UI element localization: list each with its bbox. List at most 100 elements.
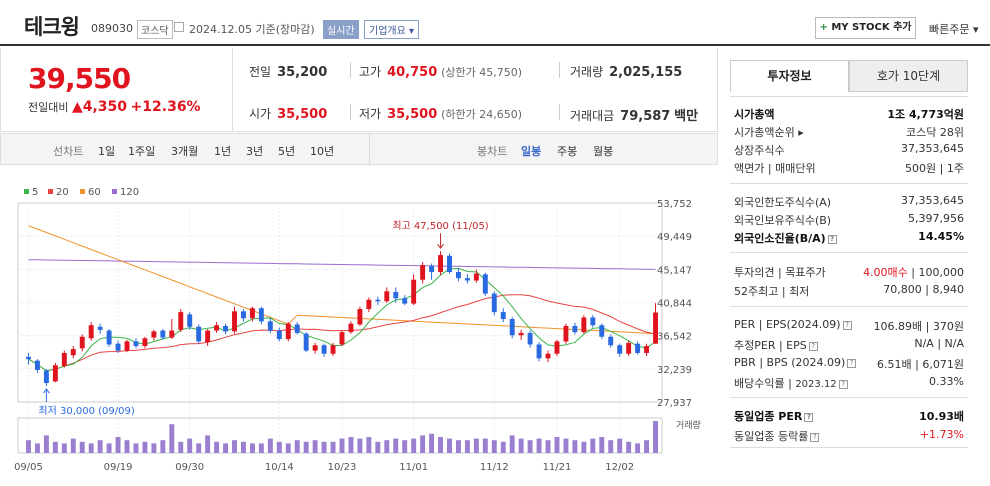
- stat-amount-unit: 백만: [674, 109, 699, 124]
- candle-body: [294, 324, 300, 333]
- legend-ma60: 60: [80, 187, 101, 198]
- chart-toolbar: 선차트 1일 1주일 3개월 1년 3년 5년 10년 봉차트 일봉 주봉 월봉: [0, 133, 718, 166]
- volume-bar: [482, 438, 488, 453]
- row-value: +1.73%: [919, 428, 964, 441]
- volume-bar: [169, 424, 175, 453]
- stat-lower-limit: (하한가 24,650): [441, 108, 523, 121]
- current-price: 39,550: [28, 62, 131, 95]
- candle-body: [429, 265, 435, 273]
- row-par-value: 액면가 | 매매단위 500원 | 1주: [730, 158, 968, 176]
- period-5y[interactable]: 5년: [278, 145, 296, 158]
- volume-bar: [518, 438, 524, 453]
- x-tick-label: 11/12: [480, 462, 509, 473]
- realtime-button[interactable]: 실시간: [323, 20, 359, 39]
- row-value: 70,800 | 8,940: [883, 283, 964, 296]
- candle-body: [411, 279, 417, 304]
- divider: [730, 96, 968, 97]
- candle-body: [608, 336, 614, 346]
- candle-body: [357, 309, 363, 325]
- divider: [730, 306, 968, 307]
- period-daily[interactable]: 일봉: [521, 145, 542, 158]
- candle-body: [169, 330, 175, 338]
- volume-bar: [196, 443, 202, 453]
- period-1y[interactable]: 1년: [214, 145, 232, 158]
- candlestick-chart[interactable]: 53,752 49,449 45,147 40,844 36,542 32,239 27,9…: [0, 0, 718, 486]
- row-market-cap-rank[interactable]: 시가총액순위 ▸ 코스닥 28위: [730, 122, 968, 140]
- volume-bar: [348, 437, 354, 453]
- row-52week: 52주최고 | 최저 70,800 | 8,940: [730, 281, 968, 299]
- help-icon[interactable]: ?: [838, 380, 848, 389]
- period-3m[interactable]: 3개월: [171, 145, 199, 158]
- volume-bar: [500, 441, 506, 453]
- stat-high-label: 고가: [359, 65, 382, 79]
- volume-bar: [178, 441, 184, 453]
- help-icon[interactable]: ?: [827, 235, 837, 244]
- volume-bar: [124, 440, 130, 453]
- help-icon[interactable]: ?: [808, 342, 818, 351]
- stat-amount: 거래대금 79,587 백만: [570, 105, 698, 124]
- candle-body: [214, 325, 220, 331]
- period-1d[interactable]: 1일: [98, 145, 116, 158]
- price-change: 전일대비 ▲4,350 +12.36%: [28, 99, 201, 115]
- row-label: 추정PER | EPS?: [734, 337, 818, 353]
- tab-investment-info[interactable]: 투자정보: [730, 60, 849, 92]
- period-weekly[interactable]: 주봉: [557, 145, 578, 158]
- quick-order-button[interactable]: 빠른주문 ▾: [929, 23, 979, 36]
- my-stock-button[interactable]: + MY STOCK 추가: [815, 17, 916, 39]
- candle-body: [249, 308, 255, 319]
- volume-bar: [455, 440, 461, 453]
- help-icon[interactable]: ?: [842, 321, 852, 330]
- period-1w[interactable]: 1주일: [128, 145, 156, 158]
- candle-body: [554, 341, 560, 354]
- stat-open-label: 시가: [249, 107, 272, 121]
- row-per-eps: PER | EPS(2024.09)? 106.89배 | 370원: [730, 316, 968, 334]
- volume-bar: [151, 443, 157, 453]
- row-value: N/A | N/A: [914, 337, 964, 350]
- help-icon[interactable]: ?: [810, 433, 820, 442]
- candle-chart-label[interactable]: 봉차트: [477, 145, 508, 158]
- candle-body: [545, 353, 551, 359]
- volume-bar: [447, 438, 452, 453]
- row-label: 동일업종 등락률?: [734, 428, 820, 444]
- volume-bar: [509, 435, 515, 453]
- line-chart-label[interactable]: 선차트: [53, 145, 84, 158]
- candle-body: [232, 311, 237, 332]
- period-3y[interactable]: 3년: [246, 145, 264, 158]
- row-label: 시가총액순위 ▸: [734, 126, 804, 139]
- period-monthly[interactable]: 월봉: [593, 145, 614, 158]
- candle-body: [187, 314, 193, 327]
- volume-bar: [581, 441, 587, 453]
- row-label: 액면가 | 매매단위: [734, 162, 816, 175]
- candle-body: [34, 360, 40, 370]
- volume-bar: [61, 443, 67, 453]
- volume-bar: [384, 440, 390, 453]
- candle-body: [178, 312, 184, 330]
- volume-bar: [429, 433, 435, 453]
- stat-open-value: 35,500: [277, 107, 328, 122]
- volume-bar: [115, 437, 121, 453]
- volume-bar: [626, 441, 632, 453]
- ma60-line: [28, 225, 656, 335]
- volume-bar: [232, 440, 237, 453]
- company-info-dropdown[interactable]: 기업개요 ▾: [364, 20, 419, 39]
- row-value: 14.45%: [918, 230, 964, 243]
- volume-bar: [43, 435, 49, 453]
- row-foreign-limit: 외국인한도주식수(A) 37,353,645: [730, 192, 968, 210]
- candle-body: [285, 323, 291, 340]
- row-value: 코스닥 28위: [906, 126, 964, 139]
- price-summary: 39,550 전일대비 ▲4,350 +12.36% 전일 35,200 고가 40…: [0, 48, 718, 132]
- candle-body: [393, 292, 399, 299]
- help-icon[interactable]: ?: [804, 413, 814, 422]
- period-10y[interactable]: 10년: [310, 145, 335, 158]
- candle-body: [527, 332, 533, 345]
- candle-body: [205, 330, 211, 343]
- legend-ma20: 20: [48, 187, 69, 198]
- y-tick-label: 49,449: [657, 232, 692, 243]
- stat-amount-label: 거래대금: [570, 109, 615, 123]
- volume-bar: [357, 438, 363, 453]
- help-icon[interactable]: ?: [847, 359, 857, 368]
- tab-order-book[interactable]: 호가 10단계: [849, 60, 968, 92]
- row-sector-change: 동일업종 등락률? +1.73%: [730, 426, 968, 444]
- candle-body: [303, 333, 309, 351]
- volume-bar: [285, 443, 291, 453]
